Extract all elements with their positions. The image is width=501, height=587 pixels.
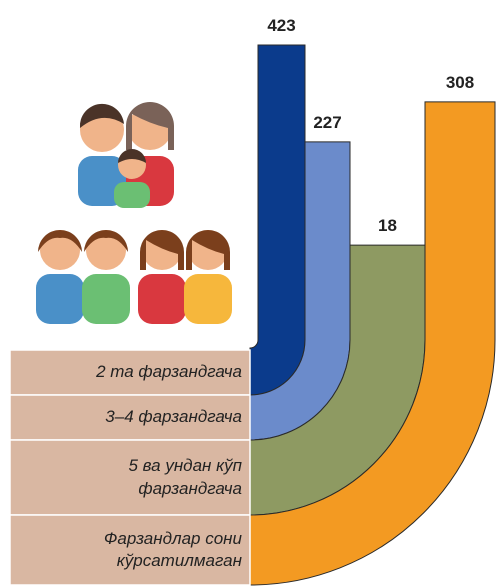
label-box xyxy=(9,394,251,441)
category-label: 5 ва ундан кўп фарзандгача xyxy=(128,456,242,498)
family-icon xyxy=(36,102,232,324)
category-label: 2 та фарзандгача xyxy=(96,362,242,382)
value-label: 423 xyxy=(267,16,295,35)
band xyxy=(249,44,306,396)
label-box xyxy=(9,514,251,586)
value-label: 18 xyxy=(378,216,397,235)
value-label: 308 xyxy=(446,73,474,92)
category-label: 3–4 фарзандгача xyxy=(105,407,242,427)
band xyxy=(249,101,496,586)
category-label: Фарзандлар сони кўрсатилмаган xyxy=(103,528,242,570)
label-box xyxy=(9,439,251,516)
value-label: 227 xyxy=(313,113,341,132)
